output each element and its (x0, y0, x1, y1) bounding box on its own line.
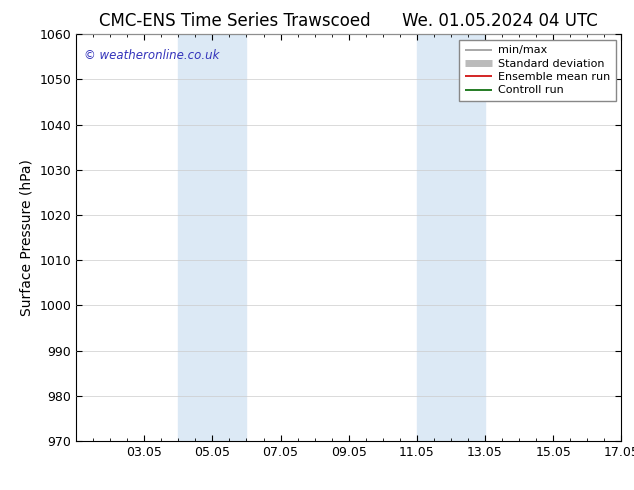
Y-axis label: Surface Pressure (hPa): Surface Pressure (hPa) (20, 159, 34, 316)
Text: © weatheronline.co.uk: © weatheronline.co.uk (84, 49, 219, 62)
Title: CMC-ENS Time Series Trawscoed      We. 01.05.2024 04 UTC: CMC-ENS Time Series Trawscoed We. 01.05.… (100, 12, 598, 30)
Bar (178, 34, 247, 441)
Bar (417, 34, 485, 441)
Legend: min/max, Standard deviation, Ensemble mean run, Controll run: min/max, Standard deviation, Ensemble me… (459, 40, 616, 101)
